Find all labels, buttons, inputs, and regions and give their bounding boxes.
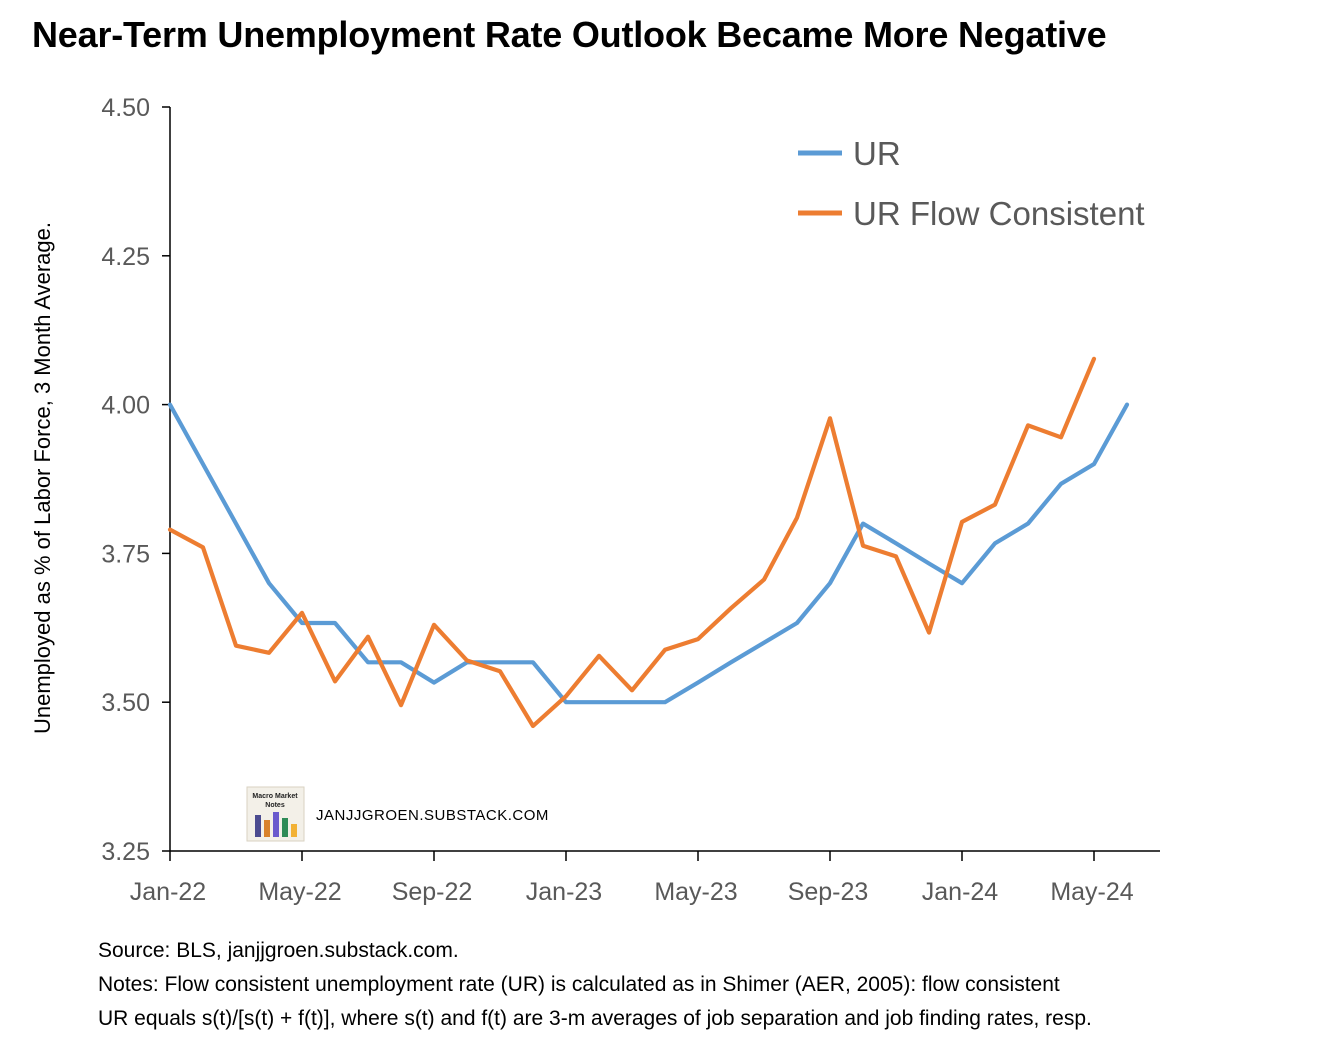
line-chart: 4.50 4.25 4.00 3.75 3.50 3.25 Jan-22 May-22 Sep…	[30, 94, 1160, 906]
x-tick-label: Jan-23	[526, 878, 602, 906]
y-tick-label: 3.75	[101, 540, 150, 568]
x-tick-label: Jan-24	[922, 878, 999, 906]
chart-title: Near-Term Unemployment Rate Outlook Beca…	[32, 14, 1107, 55]
notes-line-1: Notes: Flow consistent unemployment rate…	[98, 973, 1060, 996]
y-tick-label: 3.50	[101, 689, 150, 717]
y-tick-label: 3.25	[101, 838, 150, 866]
x-tick-label: May-22	[258, 878, 341, 906]
chart-notes: Source: BLS, janjjgroen.substack.com. No…	[98, 934, 1092, 1036]
series-line-ur	[167, 402, 1130, 705]
y-tick-label: 4.50	[101, 94, 150, 122]
x-tick-label: Sep-23	[788, 878, 869, 906]
legend-label: UR Flow Consistent	[853, 195, 1145, 232]
series-line-ur-flow-consistent	[167, 356, 1097, 729]
x-tick-label: Jan-22	[130, 878, 206, 906]
watermark-logo: Macro Market Notes	[246, 786, 305, 842]
watermark: Macro Market Notes JANJJGROEN.SUBSTACK.C…	[246, 786, 549, 842]
x-tick-label: Sep-22	[392, 878, 473, 906]
y-axis-label: Unemployed as % of Labor Force, 3 Month …	[30, 222, 55, 734]
y-axis: 4.50 4.25 4.00 3.75 3.50 3.25	[101, 94, 171, 866]
notes-line-2: UR equals s(t)/[s(t) + f(t)], where s(t)…	[98, 1007, 1092, 1030]
x-tick-label: May-24	[1050, 878, 1133, 906]
svg-text:Notes: Notes	[265, 802, 285, 809]
legend-label: UR	[853, 135, 901, 172]
x-axis: Jan-22 May-22 Sep-22 Jan-23 May-23 Sep-23 Jan-…	[130, 850, 1160, 906]
series-lines	[167, 356, 1130, 729]
legend: UR UR Flow Consistent	[798, 135, 1145, 232]
source-note: Source: BLS, janjjgroen.substack.com.	[98, 939, 459, 962]
y-tick-label: 4.00	[101, 392, 150, 420]
x-tick-label: May-23	[654, 878, 737, 906]
y-tick-label: 4.25	[101, 243, 150, 271]
svg-text:Macro Market: Macro Market	[252, 793, 298, 800]
watermark-text: JANJJGROEN.SUBSTACK.COM	[316, 807, 549, 824]
